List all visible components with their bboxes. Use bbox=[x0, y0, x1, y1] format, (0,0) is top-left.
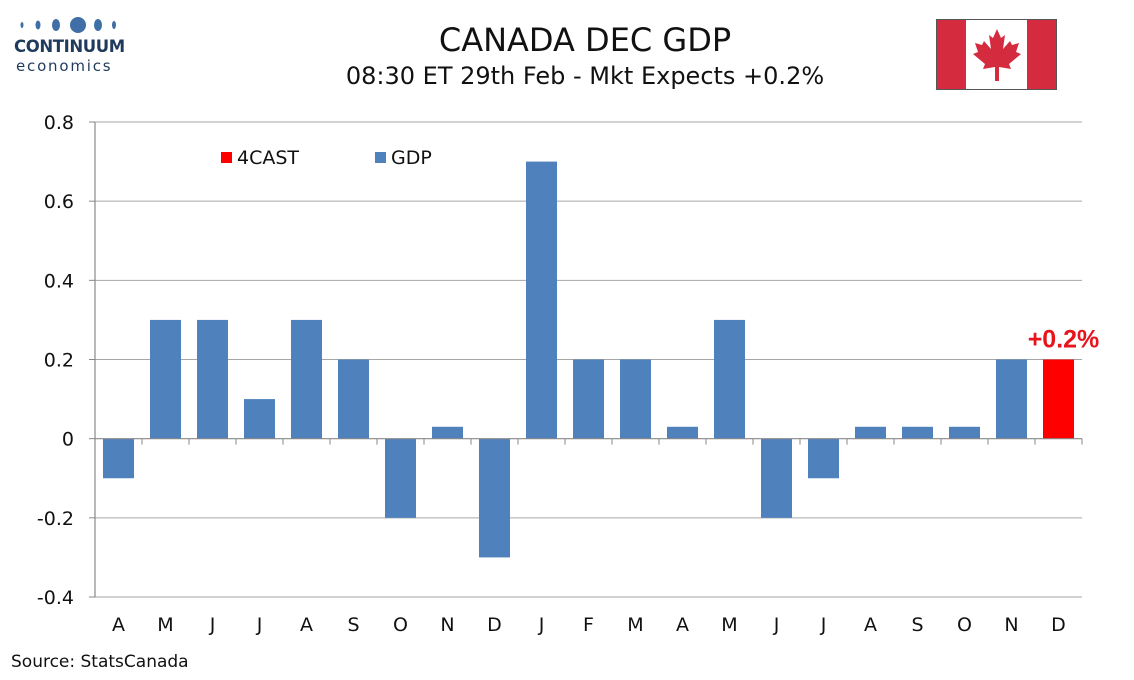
continuum-logo: CONTINUUM economics bbox=[14, 14, 139, 76]
gdp-bar bbox=[667, 426, 698, 439]
logo-dots-icon bbox=[20, 17, 116, 33]
logo-brand: CONTINUUM bbox=[14, 37, 125, 56]
x-tick-label: A bbox=[864, 614, 877, 636]
x-tick-label: M bbox=[721, 614, 737, 636]
gdp-bar bbox=[385, 438, 416, 518]
gdp-bar bbox=[620, 359, 651, 439]
gdp-bar bbox=[197, 319, 228, 439]
x-tick-label: J bbox=[820, 614, 827, 636]
gdp-bar bbox=[338, 359, 369, 439]
x-tick-label: O bbox=[957, 614, 972, 636]
x-tick-label: J bbox=[209, 614, 216, 636]
forecast-bar bbox=[1043, 359, 1074, 439]
x-tick-label: J bbox=[538, 614, 545, 636]
legend-swatch bbox=[221, 152, 232, 163]
x-tick-label: F bbox=[583, 614, 594, 636]
gdp-bar bbox=[808, 438, 839, 479]
x-tick-label: N bbox=[440, 614, 454, 636]
y-tick-label: -0.4 bbox=[37, 587, 74, 609]
gdp-bar bbox=[714, 319, 745, 439]
legend-label: GDP bbox=[391, 147, 432, 169]
x-tick-label: N bbox=[1004, 614, 1018, 636]
canada-flag-icon bbox=[936, 19, 1057, 90]
y-tick-label: 0.2 bbox=[44, 350, 74, 372]
source-note: Source: StatsCanada bbox=[11, 652, 189, 672]
gdp-bar bbox=[949, 426, 980, 439]
gdp-bar bbox=[996, 359, 1027, 439]
forecast-annotation: +0.2% bbox=[1028, 326, 1100, 354]
chart-subtitle: 08:30 ET 29th Feb - Mkt Expects +0.2% bbox=[345, 62, 825, 90]
gdp-bar bbox=[150, 319, 181, 439]
gdp-bar bbox=[244, 399, 275, 439]
logo-subtitle: economics bbox=[16, 57, 113, 75]
gdp-bar bbox=[479, 438, 510, 558]
y-tick-label: 0.4 bbox=[44, 270, 74, 292]
gdp-bar bbox=[291, 319, 322, 439]
legend-swatch bbox=[375, 152, 386, 163]
x-tick-label: O bbox=[393, 614, 408, 636]
y-tick-label: 0.8 bbox=[44, 112, 74, 134]
gdp-bar bbox=[761, 438, 792, 518]
legend-label: 4CAST bbox=[237, 147, 299, 169]
gdp-bar bbox=[573, 359, 604, 439]
x-tick-label: S bbox=[347, 614, 359, 636]
x-tick-label: S bbox=[911, 614, 923, 636]
x-tick-label: J bbox=[256, 614, 263, 636]
y-tick-label: -0.2 bbox=[37, 508, 74, 530]
chart-title: CANADA DEC GDP bbox=[438, 21, 732, 59]
x-tick-label: A bbox=[300, 614, 313, 636]
gdp-bar bbox=[526, 161, 557, 439]
y-tick-label: 0 bbox=[62, 429, 74, 451]
gdp-bar bbox=[902, 426, 933, 439]
gdp-bar bbox=[855, 426, 886, 439]
x-tick-label: A bbox=[112, 614, 125, 636]
x-tick-label: M bbox=[627, 614, 643, 636]
x-tick-label: A bbox=[676, 614, 689, 636]
x-tick-label: D bbox=[487, 614, 502, 636]
x-tick-label: J bbox=[773, 614, 780, 636]
x-tick-label: D bbox=[1051, 614, 1066, 636]
x-tick-label: M bbox=[157, 614, 173, 636]
gdp-bar bbox=[103, 438, 134, 479]
gdp-bar bbox=[432, 426, 463, 439]
y-tick-label: 0.6 bbox=[44, 191, 74, 213]
